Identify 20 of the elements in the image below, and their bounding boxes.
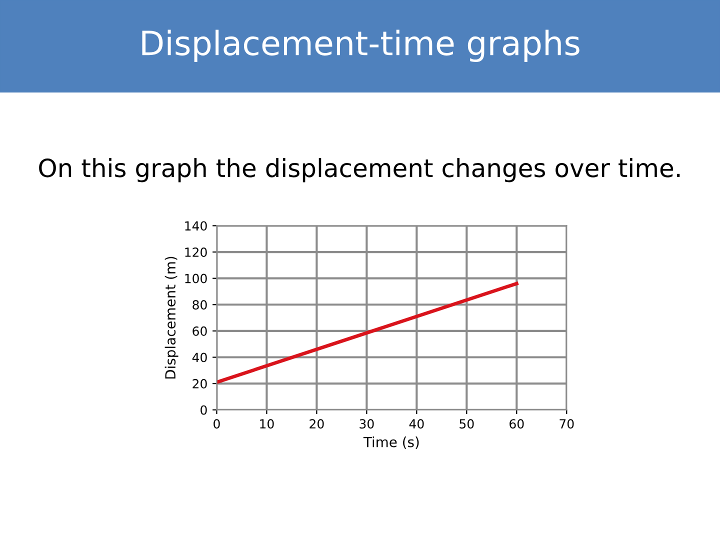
y-tick-label: 0 xyxy=(200,405,207,415)
chart-title: Displacement-time graphs xyxy=(142,30,580,62)
x-tick-label: 30 xyxy=(360,419,374,429)
y-tick-label: 60 xyxy=(192,326,207,336)
x-tick-label: 50 xyxy=(460,419,474,429)
y-tick-label: 120 xyxy=(185,247,207,257)
y-tick-label: 80 xyxy=(192,300,207,310)
x-tick-label: 70 xyxy=(560,419,574,429)
x-tick-label: 20 xyxy=(310,419,324,429)
chart-subtitle: On this graph the displacement changes over time. xyxy=(39,158,680,182)
x-tick-label: 0 xyxy=(214,419,220,429)
y-tick-label: 140 xyxy=(185,221,207,231)
y-tick-label: 100 xyxy=(185,274,207,284)
y-tick-label: 20 xyxy=(192,379,207,388)
y-tick-label: 40 xyxy=(192,352,207,362)
y-axis-title: Displacement (m) xyxy=(164,256,178,379)
x-tick-label: 10 xyxy=(260,419,274,429)
x-tick-label: 40 xyxy=(409,419,424,429)
x-tick-label: 60 xyxy=(510,419,524,429)
x-axis-title: Time (s) xyxy=(363,436,419,449)
